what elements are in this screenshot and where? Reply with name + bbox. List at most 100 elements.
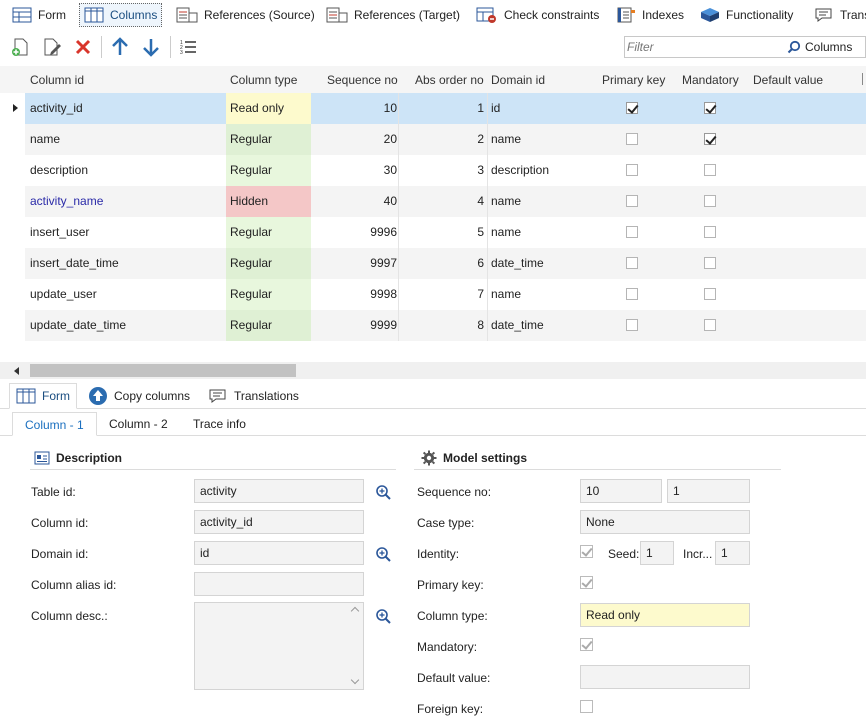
- header-sequence-no[interactable]: Sequence no: [327, 73, 398, 87]
- cell-abs-order-no[interactable]: 2: [477, 132, 484, 146]
- cell-sequence-no[interactable]: 9997: [370, 256, 397, 270]
- mandatory-checkbox[interactable]: [704, 257, 716, 269]
- add-row-button[interactable]: [8, 35, 32, 59]
- header-default-value[interactable]: Default value: [753, 73, 824, 87]
- cell-column-type[interactable]: Regular: [226, 310, 311, 341]
- textarea-scrollbar[interactable]: [349, 603, 363, 689]
- tab-references-source[interactable]: References (Source): [172, 3, 319, 27]
- tab-columns[interactable]: Columns: [79, 3, 163, 27]
- cell-sequence-no[interactable]: 9998: [370, 287, 397, 301]
- cell-domain-id[interactable]: id: [491, 101, 501, 115]
- table-row[interactable]: update_user Regular 9998 7 name: [0, 279, 866, 310]
- row-indicator[interactable]: [0, 124, 25, 155]
- cell-domain-id[interactable]: name: [491, 194, 522, 208]
- mandatory-checkbox[interactable]: [704, 226, 716, 238]
- cell-sequence-no[interactable]: 9999: [370, 318, 397, 332]
- mandatory-checkbox[interactable]: [704, 288, 716, 300]
- row-indicator[interactable]: [0, 186, 25, 217]
- cell-column-type[interactable]: Read only: [226, 93, 311, 124]
- cell-column-type[interactable]: Regular: [226, 217, 311, 248]
- table-row[interactable]: activity_name Hidden 40 4 name: [0, 186, 866, 217]
- table-row[interactable]: insert_user Regular 9996 5 name: [0, 217, 866, 248]
- column-id-field[interactable]: activity_id: [194, 510, 364, 534]
- row-indicator[interactable]: [0, 217, 25, 248]
- cell-sequence-no[interactable]: 30: [383, 163, 397, 177]
- sequence-no-field[interactable]: 10: [580, 479, 662, 503]
- cell-domain-id[interactable]: date_time: [491, 318, 544, 332]
- delete-row-button[interactable]: [71, 35, 95, 59]
- row-indicator[interactable]: [0, 310, 25, 341]
- header-primary-key[interactable]: Primary key: [602, 73, 666, 87]
- cell-abs-order-no[interactable]: 8: [477, 318, 484, 332]
- edit-row-button[interactable]: [40, 35, 64, 59]
- tab-copy-columns[interactable]: Copy columns: [82, 383, 196, 409]
- cell-abs-order-no[interactable]: 3: [477, 163, 484, 177]
- cell-column-type[interactable]: Regular: [226, 279, 311, 310]
- table-id-field[interactable]: activity: [194, 479, 364, 503]
- cell-column-id[interactable]: insert_user: [30, 225, 90, 239]
- mandatory-checkbox[interactable]: [704, 133, 716, 145]
- cell-domain-id[interactable]: name: [491, 132, 522, 146]
- abs-order-no-field[interactable]: 1: [667, 479, 750, 503]
- move-up-button[interactable]: [108, 35, 132, 59]
- header-mandatory[interactable]: Mandatory: [682, 73, 739, 87]
- cell-column-type[interactable]: Hidden: [226, 186, 311, 217]
- cell-column-id[interactable]: description: [30, 163, 89, 177]
- cell-abs-order-no[interactable]: 6: [477, 256, 484, 270]
- tab-references-target[interactable]: References (Target): [322, 3, 464, 27]
- mandatory-checkbox[interactable]: [704, 164, 716, 176]
- cell-column-id[interactable]: insert_date_time: [30, 256, 119, 270]
- tab-functionality[interactable]: Functionality: [696, 3, 797, 27]
- cell-column-id[interactable]: activity_name: [30, 194, 104, 208]
- tab-detail-form[interactable]: Form: [9, 383, 77, 409]
- cell-column-type[interactable]: Regular: [226, 124, 311, 155]
- header-domain-id[interactable]: Domain id: [491, 73, 546, 87]
- primary-key-checkbox[interactable]: [626, 288, 638, 300]
- cell-column-type[interactable]: Regular: [226, 248, 311, 279]
- scroll-down-chevron-icon[interactable]: [350, 675, 360, 685]
- scroll-up-chevron-icon[interactable]: [350, 606, 360, 616]
- mandatory-checkbox[interactable]: [704, 195, 716, 207]
- tab-column-1[interactable]: Column - 1: [12, 412, 97, 436]
- cell-abs-order-no[interactable]: 7: [477, 287, 484, 301]
- case-type-select[interactable]: None: [580, 510, 750, 534]
- table-row[interactable]: insert_date_time Regular 9997 6 date_time: [0, 248, 866, 279]
- cell-column-type[interactable]: Regular: [226, 155, 311, 186]
- header-column-id[interactable]: Column id: [30, 73, 85, 87]
- header-abs-order-no[interactable]: Abs order no: [415, 73, 484, 87]
- cell-sequence-no[interactable]: 10: [383, 101, 397, 115]
- cell-sequence-no[interactable]: 20: [383, 132, 397, 146]
- zoom-lookup-icon[interactable]: [375, 608, 391, 624]
- column-alias-field[interactable]: [194, 572, 364, 596]
- identity-checkbox[interactable]: [580, 545, 593, 558]
- column-type-select[interactable]: Read only: [580, 603, 750, 627]
- tab-translations-top[interactable]: Trans: [810, 3, 866, 27]
- mandatory-checkbox[interactable]: [704, 102, 716, 114]
- cell-domain-id[interactable]: description: [491, 163, 550, 177]
- primary-key-checkbox[interactable]: [626, 133, 638, 145]
- cell-column-id[interactable]: update_user: [30, 287, 97, 301]
- tab-column-2[interactable]: Column - 2: [109, 417, 168, 431]
- primary-key-checkbox[interactable]: [580, 576, 593, 589]
- cell-sequence-no[interactable]: 9996: [370, 225, 397, 239]
- header-column-type[interactable]: Column type: [230, 73, 298, 87]
- domain-id-field[interactable]: id: [194, 541, 364, 565]
- row-indicator[interactable]: [0, 93, 25, 124]
- primary-key-checkbox[interactable]: [626, 102, 638, 114]
- column-desc-textarea[interactable]: [194, 602, 364, 690]
- cell-domain-id[interactable]: date_time: [491, 256, 544, 270]
- move-down-button[interactable]: [139, 35, 163, 59]
- cell-sequence-no[interactable]: 40: [383, 194, 397, 208]
- cell-abs-order-no[interactable]: 4: [477, 194, 484, 208]
- table-row[interactable]: activity_id Read only 10 1 id: [0, 93, 866, 124]
- filter-columns-button[interactable]: Columns: [787, 38, 852, 56]
- primary-key-checkbox[interactable]: [626, 226, 638, 238]
- cell-column-id[interactable]: name: [30, 132, 61, 146]
- mandatory-checkbox[interactable]: [580, 638, 593, 651]
- tab-check-constraints[interactable]: Check constraints: [472, 3, 603, 27]
- foreign-key-checkbox[interactable]: [580, 700, 593, 713]
- horizontal-scrollbar[interactable]: [0, 362, 866, 379]
- zoom-lookup-icon[interactable]: [375, 484, 391, 500]
- scroll-left-arrow-icon[interactable]: [14, 367, 19, 375]
